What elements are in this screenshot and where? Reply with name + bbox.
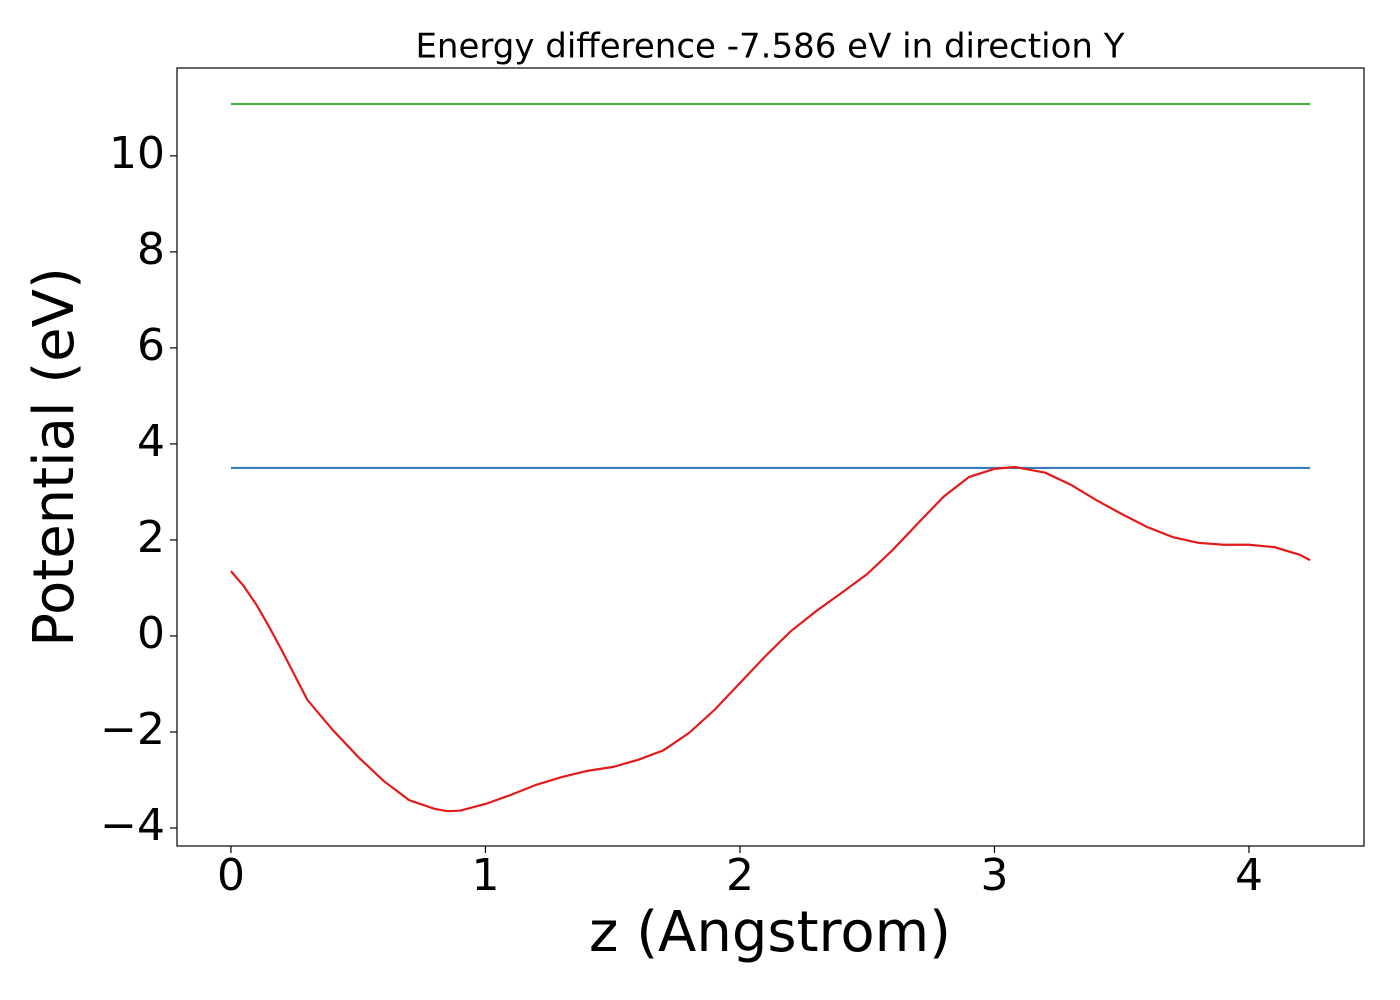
line: [230, 465, 1311, 813]
x-axis-label: z (Angstrom): [589, 900, 951, 965]
y-tick-label: 0: [137, 608, 165, 659]
y-tick-label: 4: [137, 416, 165, 467]
chart-title: Energy difference -7.586 eV in direction…: [415, 27, 1124, 67]
y-tick-label: 2: [137, 512, 165, 563]
y-tick-label: 10: [109, 128, 165, 179]
x-tick-label: 2: [726, 850, 754, 901]
y-tick-label: 8: [137, 224, 165, 275]
y-axis-label: Potential (eV): [22, 267, 87, 647]
x-tick-label: 3: [980, 850, 1008, 901]
x-tick-label: 4: [1235, 850, 1263, 901]
x-tick-label: 0: [217, 850, 245, 901]
y-tick-label: −4: [100, 800, 165, 851]
x-tick-label: 1: [471, 850, 499, 901]
plot-frame: [176, 67, 1365, 847]
y-tick-label: −2: [100, 704, 165, 755]
y-tick-label: 6: [137, 320, 165, 371]
